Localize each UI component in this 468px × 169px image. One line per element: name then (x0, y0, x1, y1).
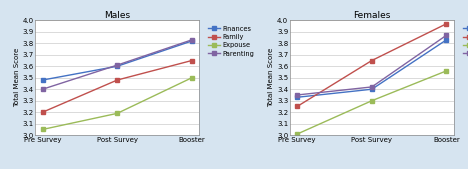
Parenting (189, 39, 195, 41)
Line: Family: Family (295, 22, 448, 108)
Family (114, 79, 120, 81)
Line: Finances: Finances (41, 39, 194, 82)
Family (369, 59, 375, 62)
Y-axis label: Total Mean Score: Total Mean Score (268, 48, 274, 107)
Legend: Finances, Family, Expouse, Parenting: Finances, Family, Expouse, Parenting (206, 24, 256, 59)
Expouse (189, 77, 195, 79)
Finances (189, 40, 195, 42)
Line: Parenting: Parenting (41, 38, 194, 91)
Line: Family: Family (41, 59, 194, 114)
Expouse (444, 70, 449, 72)
Parenting (369, 86, 375, 88)
Expouse (40, 128, 45, 130)
Title: Females: Females (353, 10, 390, 19)
Parenting (444, 34, 449, 36)
Title: Males: Males (104, 10, 130, 19)
Line: Expouse: Expouse (41, 76, 194, 131)
Parenting (294, 94, 300, 96)
Expouse (369, 100, 375, 102)
Line: Parenting: Parenting (295, 33, 448, 97)
Parenting (40, 88, 45, 90)
Finances (369, 88, 375, 90)
Finances (444, 39, 449, 41)
Family (40, 111, 45, 113)
Finances (40, 79, 45, 81)
Expouse (294, 133, 300, 135)
Line: Finances: Finances (295, 38, 448, 99)
Family (444, 23, 449, 25)
Finances (294, 96, 300, 98)
Legend: Finances, Family, Expouse, Parenting: Finances, Family, Expouse, Parenting (461, 24, 468, 59)
Finances (114, 65, 120, 67)
Expouse (114, 112, 120, 114)
Parenting (114, 64, 120, 66)
Family (294, 105, 300, 107)
Y-axis label: Total Mean Score: Total Mean Score (14, 48, 20, 107)
Family (189, 59, 195, 62)
Line: Expouse: Expouse (295, 69, 448, 136)
